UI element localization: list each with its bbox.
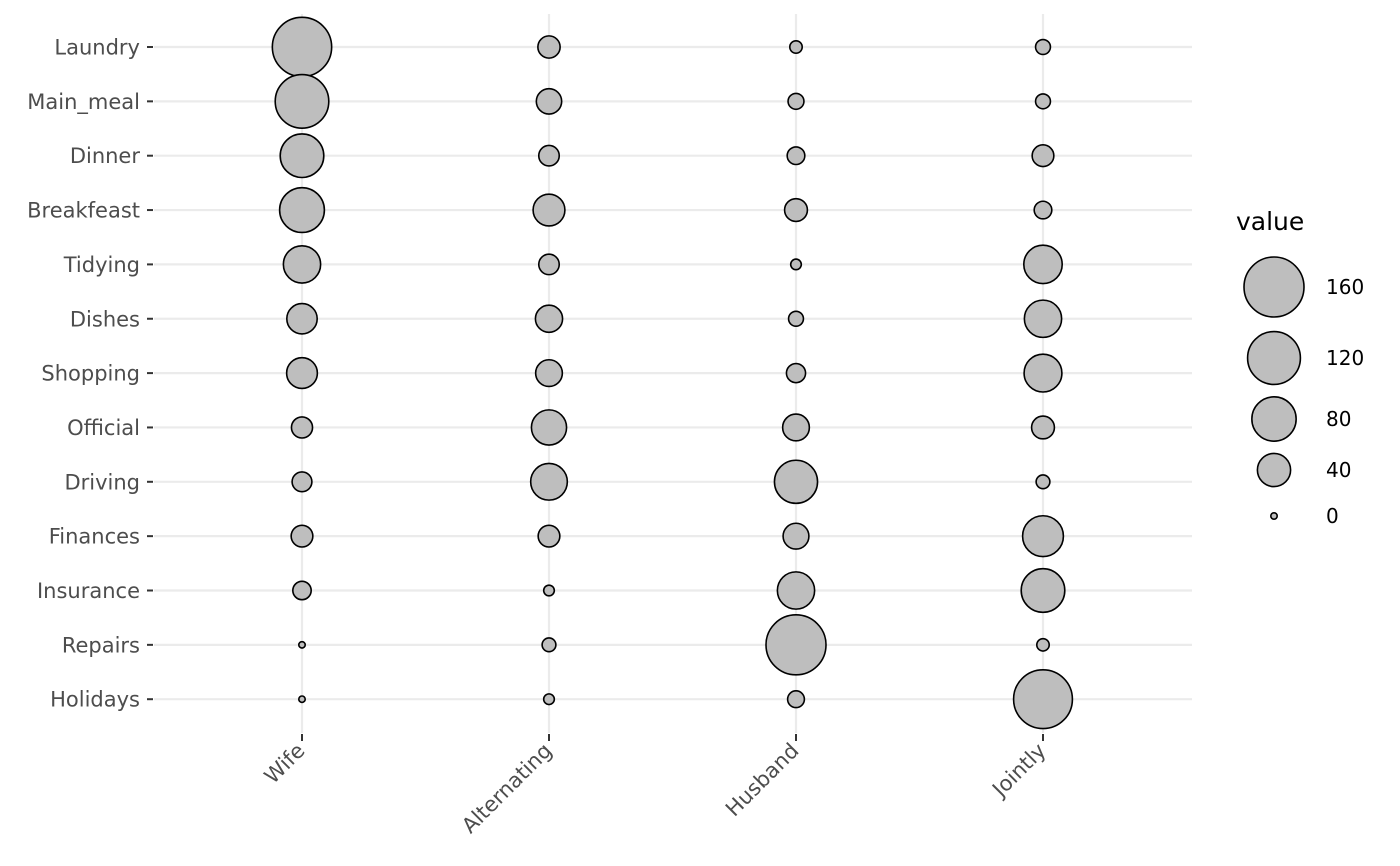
data-point: [1033, 200, 1053, 220]
data-point: [292, 580, 312, 601]
data-point: [1022, 244, 1063, 285]
y-tick-label: Laundry: [54, 36, 140, 60]
x-tick-label: Alternating: [457, 739, 556, 838]
data-point: [1036, 637, 1051, 652]
x-tick-label: Wife: [260, 739, 310, 789]
data-point: [279, 133, 325, 179]
data-point: [1034, 38, 1052, 56]
y-tick-label: Repairs: [62, 633, 140, 657]
y-tick-label: Main_meal: [27, 90, 140, 115]
y-tick-label: Shopping: [41, 362, 140, 386]
data-point: [787, 310, 805, 327]
y-tick-label: Finances: [49, 525, 140, 549]
data-point: [534, 304, 564, 334]
data-point: [783, 197, 809, 223]
legend-key-circle: [1251, 396, 1297, 442]
data-point: [534, 358, 564, 388]
data-point: [786, 690, 806, 709]
data-point: [537, 253, 561, 276]
legend-label: 160: [1326, 275, 1364, 299]
y-tick-label: Driving: [64, 470, 140, 494]
data-point: [285, 356, 319, 390]
data-point: [786, 146, 806, 166]
data-point: [535, 87, 563, 115]
data-point: [532, 193, 566, 227]
legend-label: 80: [1326, 407, 1351, 431]
data-point: [291, 471, 313, 493]
data-point: [537, 524, 561, 548]
data-point: [278, 186, 326, 234]
y-tick-label: Dinner: [70, 144, 141, 168]
data-point: [290, 524, 314, 548]
data-point: [542, 693, 556, 706]
data-point: [537, 144, 561, 167]
data-point: [765, 614, 827, 676]
data-point: [788, 39, 803, 54]
y-tick-label: Official: [67, 416, 140, 440]
data-point: [789, 258, 803, 271]
y-tick-label: Insurance: [37, 579, 140, 603]
legend-key-circle: [1256, 452, 1292, 488]
legend-title: value: [1236, 207, 1304, 236]
data-point: [286, 302, 318, 335]
data-point: [530, 409, 568, 446]
y-tick-label: Breakfeast: [27, 199, 140, 223]
legend-label: 40: [1326, 458, 1351, 482]
data-point: [529, 462, 569, 501]
y-tick-label: Tidying: [63, 253, 140, 277]
data-point: [1021, 514, 1065, 558]
legend-key-circle: [1270, 511, 1279, 520]
data-point: [781, 413, 811, 442]
data-point: [537, 35, 561, 59]
y-tick-label: Holidays: [50, 688, 140, 712]
legend-label: 0: [1326, 504, 1339, 528]
y-tick-label: Dishes: [70, 307, 140, 331]
data-point: [1031, 144, 1055, 168]
data-point: [1035, 474, 1051, 490]
data-points: [271, 16, 1074, 730]
data-point: [782, 522, 810, 550]
data-point: [297, 695, 306, 704]
data-point: [271, 16, 333, 78]
legend-key-circle: [1243, 256, 1305, 318]
legend-key-circle: [1246, 330, 1302, 386]
data-point: [1020, 567, 1066, 614]
legend-label: 120: [1326, 346, 1364, 370]
data-point: [787, 92, 805, 111]
data-point: [1023, 299, 1063, 339]
data-point: [541, 637, 557, 653]
data-point: [785, 362, 807, 384]
data-point: [290, 416, 314, 439]
legend: value 160 120 80 40 0: [1236, 207, 1364, 528]
data-point: [1034, 93, 1052, 110]
data-point: [1023, 353, 1063, 393]
data-point: [776, 571, 816, 610]
data-point: [773, 459, 819, 505]
data-point: [1030, 415, 1056, 440]
data-point: [297, 640, 306, 649]
data-point: [1012, 668, 1074, 730]
x-tick-label: Jointly: [986, 739, 1050, 803]
data-point: [282, 244, 322, 284]
data-point: [274, 73, 330, 129]
data-point: [542, 584, 556, 597]
x-tick-label: Husband: [721, 739, 804, 822]
